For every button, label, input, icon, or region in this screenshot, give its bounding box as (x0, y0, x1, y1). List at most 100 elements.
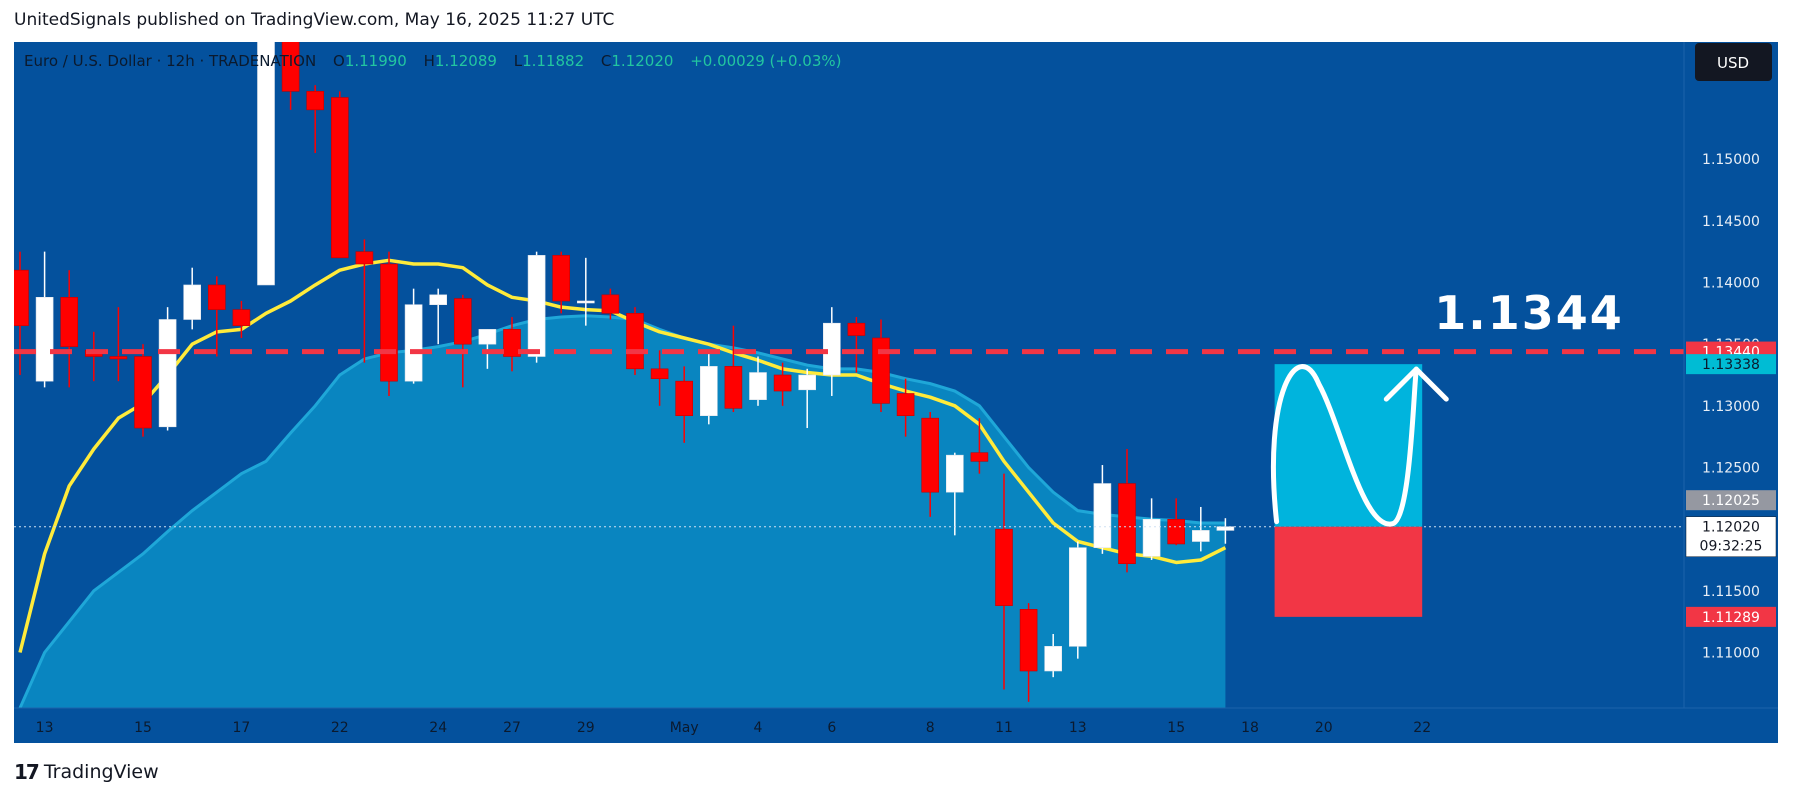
price-tick-label: 1.14500 (1702, 214, 1760, 230)
time-tick-label: 20 (1315, 720, 1333, 736)
time-tick-label: 13 (36, 720, 54, 736)
candle-bull (1069, 547, 1087, 647)
open-value: 1.11990 (345, 52, 407, 70)
candle-bull (699, 366, 718, 417)
candle-bear (995, 528, 1013, 606)
candle-bull (527, 255, 546, 357)
candle-bear (208, 284, 226, 310)
candle-bear (503, 329, 521, 357)
last-price-badge-bg (1685, 516, 1777, 557)
close-label: C (601, 52, 611, 70)
candle-bull (798, 374, 817, 391)
time-tick-label: 15 (1167, 720, 1185, 736)
loss-zone (1274, 526, 1423, 617)
time-tick-label: 24 (429, 720, 447, 736)
candle-bear (675, 380, 694, 416)
projection-wave (1271, 364, 1419, 527)
time-tick-label: 13 (1069, 720, 1087, 736)
time-axis[interactable] (14, 708, 1778, 743)
close-value: 1.12020 (611, 52, 673, 70)
candle-bear (109, 356, 128, 360)
candle-bull (158, 319, 177, 428)
price-axis-ticks: 1.150001.145001.140001.135001.130001.125… (1702, 152, 1760, 661)
change-value: +0.00029 (+0.03%) (690, 52, 841, 70)
stop-loss-badge: 1.11289 (1702, 610, 1760, 626)
publisher-line: UnitedSignals published on TradingView.c… (14, 10, 615, 30)
candle-bear (14, 269, 29, 326)
time-tick-label: 4 (754, 720, 763, 736)
price-tick-label: 1.13000 (1702, 399, 1760, 415)
candle-bear (232, 309, 251, 326)
chart-frame[interactable]: 1.150001.145001.140001.135001.130001.125… (14, 42, 1778, 743)
ema-line (18, 258, 1227, 653)
time-tick-label: 17 (232, 720, 250, 736)
candle-bull (749, 372, 767, 400)
price-axis[interactable] (1684, 42, 1778, 708)
candle-bear (896, 393, 915, 417)
candle-bear (380, 263, 398, 382)
candle-bull (1142, 518, 1161, 557)
candle-bear (970, 452, 989, 462)
previous-close-badge: 1.12025 (1702, 493, 1760, 509)
candle-bear (847, 322, 866, 336)
candle-bull (429, 294, 448, 305)
candle-bear (60, 297, 79, 347)
candle-bear (724, 366, 743, 409)
time-tick-label: 8 (926, 720, 935, 736)
price-tick-label: 1.11500 (1702, 584, 1760, 600)
time-tick-label: 22 (331, 720, 349, 736)
candle-bear (1019, 609, 1038, 672)
price-chart[interactable]: 1.150001.145001.140001.135001.130001.125… (14, 42, 1778, 743)
candle-bear (330, 97, 349, 259)
open-label: O (333, 52, 345, 70)
candle-bull (183, 284, 201, 320)
time-tick-label: 29 (577, 720, 595, 736)
candle-bear (601, 294, 620, 314)
projection-arrow-icon (1383, 366, 1449, 402)
low-label: L (514, 52, 523, 70)
candle-bear (552, 255, 571, 302)
candle-bull (35, 297, 54, 382)
candle-bear (355, 251, 374, 265)
candle-bull (1044, 646, 1062, 672)
currency-button[interactable]: USD (1695, 43, 1772, 81)
candlesticks (14, 42, 1235, 702)
take-profit-badge: 1.13338 (1702, 357, 1760, 373)
candle-bear (281, 42, 300, 92)
high-label: H (424, 52, 435, 70)
tradingview-brand: TradingView (43, 761, 159, 783)
candle-bull (576, 300, 595, 304)
candle-bear (872, 337, 890, 404)
currency-label: USD (1717, 54, 1749, 72)
candle-bull (1093, 483, 1112, 548)
take-profit-badge-bg (1686, 354, 1776, 375)
price-tick-label: 1.15000 (1702, 152, 1760, 168)
symbol-name: Euro / U.S. Dollar · 12h · TRADENATION (24, 52, 316, 70)
time-tick-label: 15 (134, 720, 152, 736)
candle-bull (478, 329, 497, 345)
candle-bull (945, 454, 964, 493)
candle-bull (1216, 526, 1235, 531)
candle-bear (921, 417, 940, 493)
candle-bear (453, 298, 472, 345)
tradingview-logo[interactable]: 17 TradingView (14, 760, 159, 784)
price-tick-label: 1.11000 (1702, 646, 1760, 662)
price-badges: 1.134401.133381.120251.1202009:32:251.11… (1685, 341, 1777, 627)
candle-bear (134, 356, 152, 429)
time-tick-label: May (670, 720, 699, 736)
candle-bear (1118, 483, 1136, 564)
time-axis-ticks: 13 15 17 22 24 27 29 May 4 6 8 11 13 15 18 20 22 (36, 720, 1431, 736)
candle-bear (773, 374, 792, 392)
last-price-badge: 1.12020 (1702, 520, 1760, 536)
candle-bull (257, 42, 275, 286)
time-tick-label: 6 (827, 720, 836, 736)
candle-bear (650, 368, 669, 380)
ema-path (18, 258, 1227, 653)
projection-drawing (1271, 364, 1449, 617)
time-tick-label: 27 (503, 720, 521, 736)
previous-close-badge-bg (1686, 490, 1776, 511)
price-tick-label: 1.14000 (1702, 276, 1760, 292)
candle-bull (1192, 530, 1210, 542)
low-value: 1.11882 (522, 52, 584, 70)
high-value: 1.12089 (435, 52, 497, 70)
